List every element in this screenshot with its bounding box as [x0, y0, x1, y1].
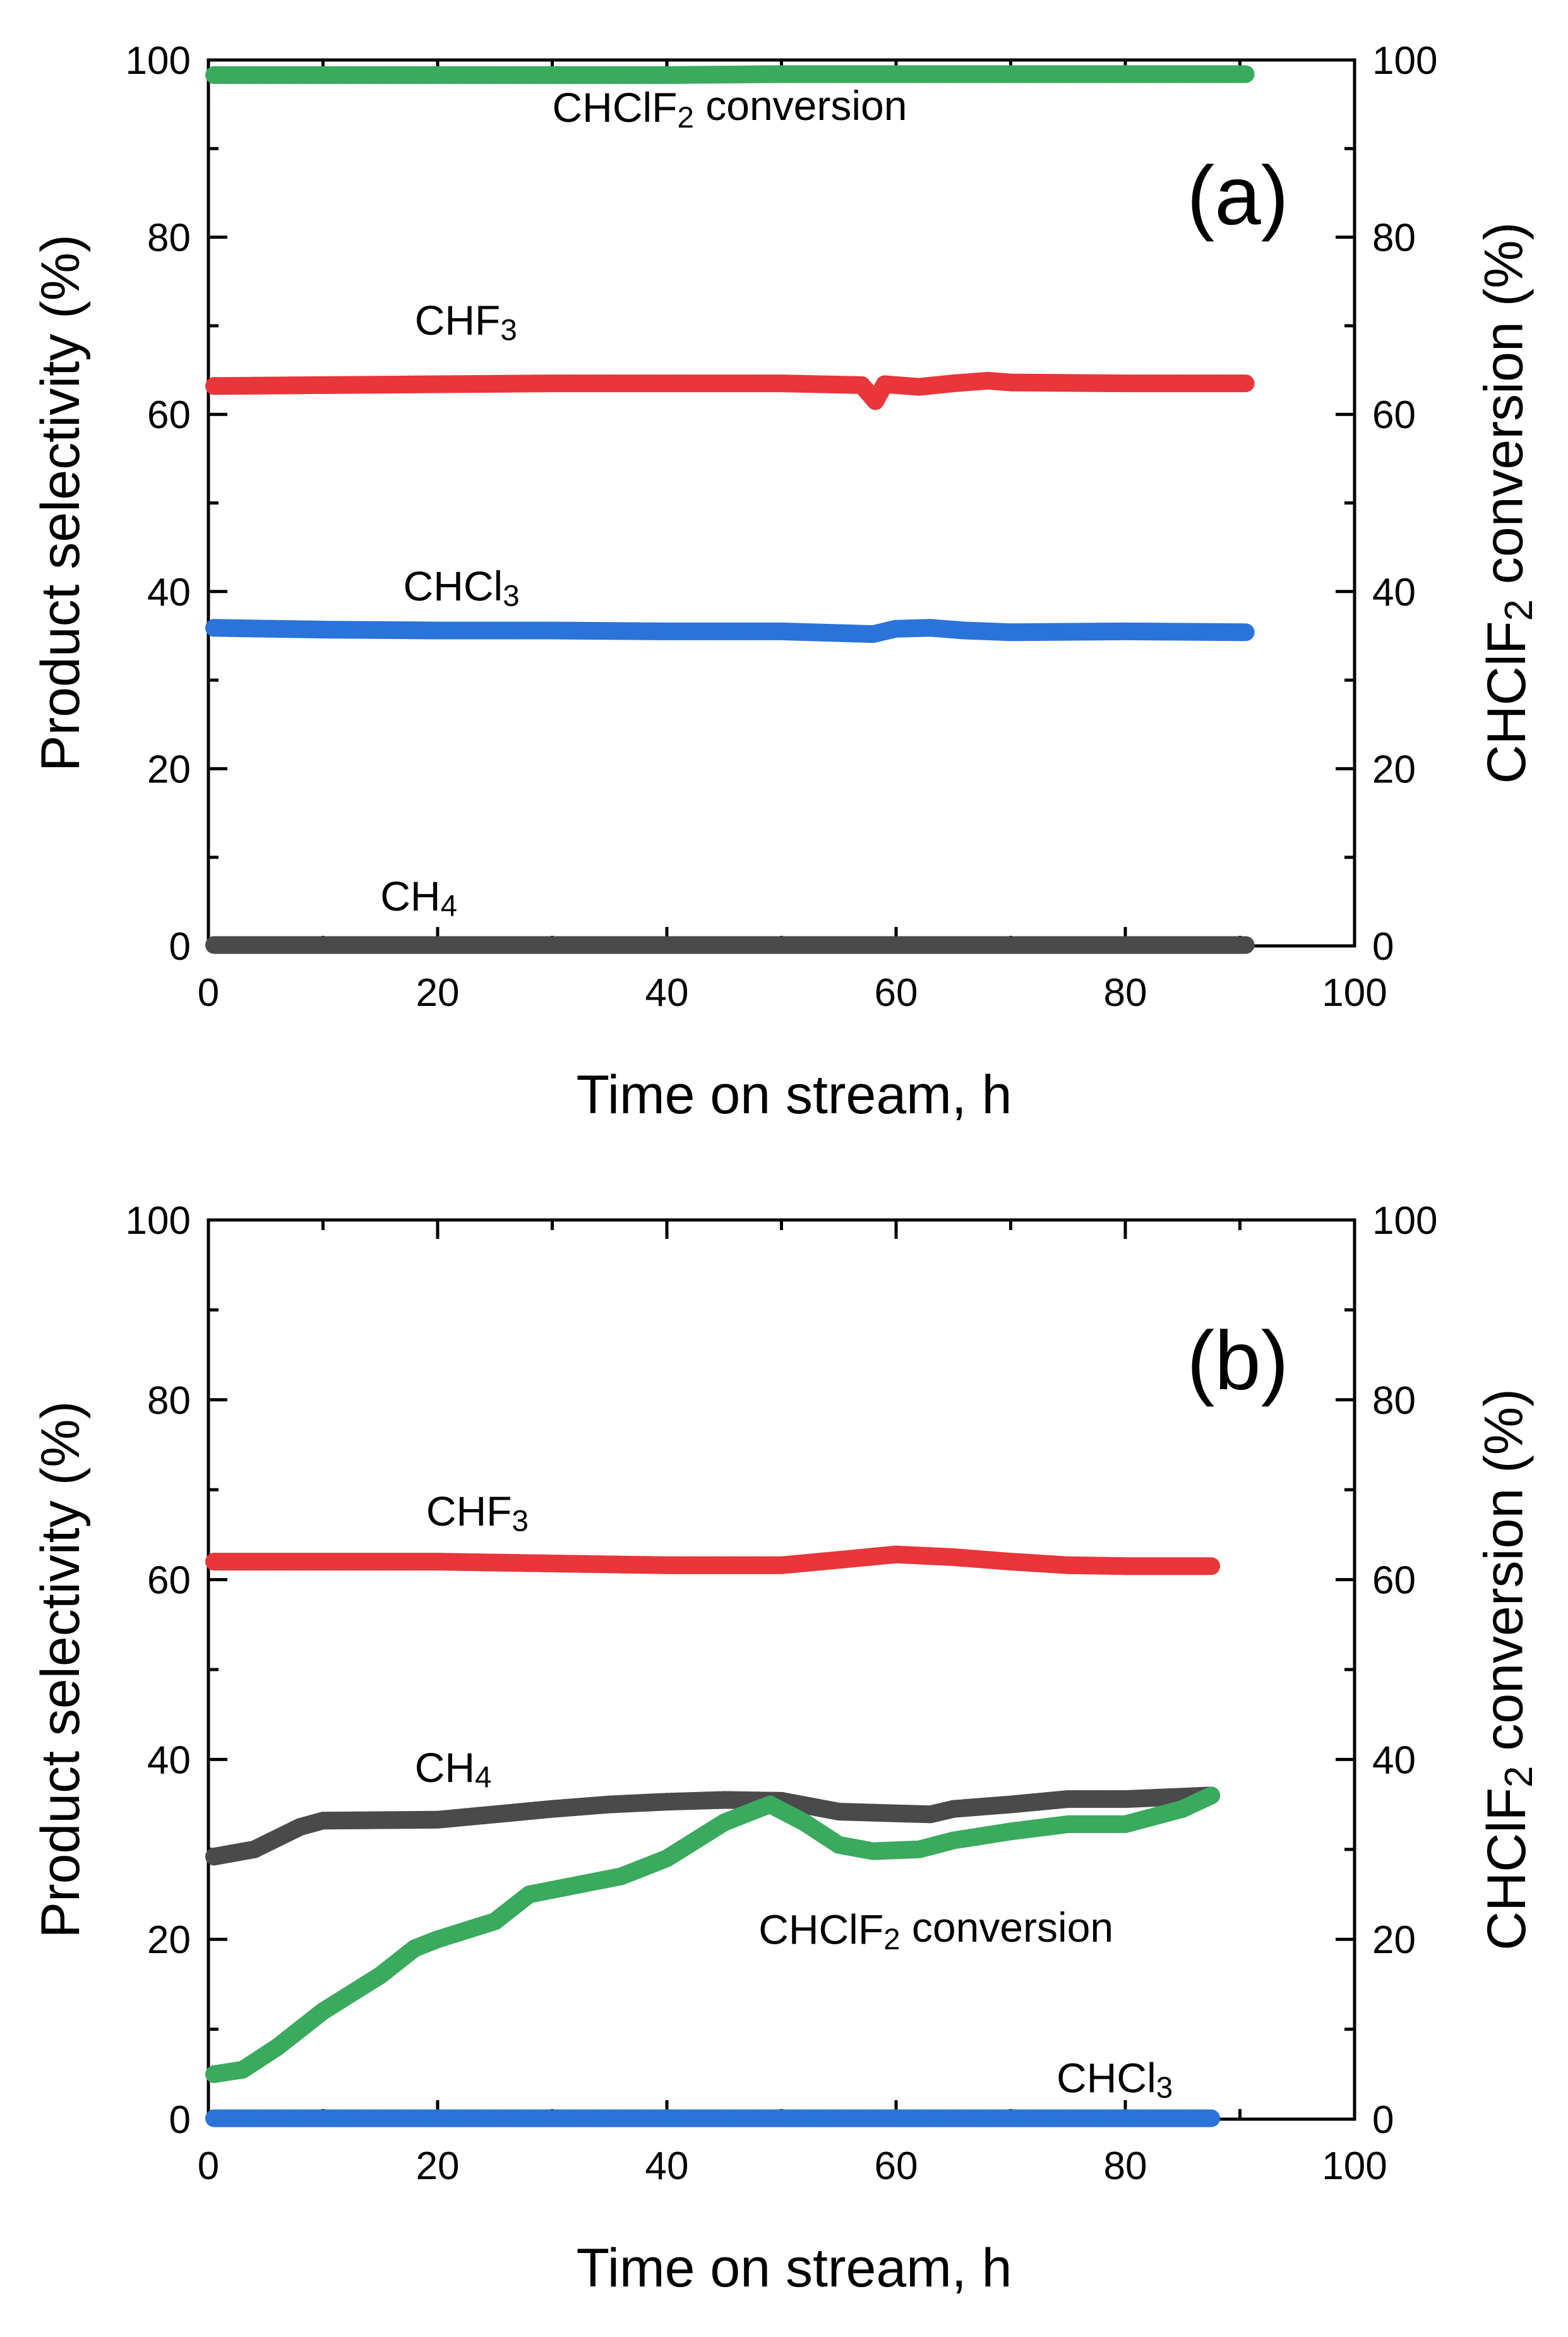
y-tick-label: 0: [169, 925, 191, 969]
y2-tick-label: 20: [1372, 748, 1416, 791]
series-markers-chclf2-conversion: [205, 65, 1249, 84]
series-markers-chclf2-conversion: [205, 1789, 1214, 2083]
y2-tick-label: 80: [1372, 1379, 1416, 1423]
panel-label: (b): [1187, 1314, 1288, 1407]
y-axis-title-right: CHClF2​ conversion (%): [1474, 1389, 1541, 1951]
y2-tick-label: 100: [1372, 39, 1437, 83]
y-tick-label: 100: [126, 39, 191, 83]
x-tick-label: 60: [875, 971, 918, 1015]
series-markers-chcl3: [205, 619, 1249, 643]
data-point: [1231, 936, 1249, 954]
y-tick-label: 60: [147, 1559, 191, 1603]
y-axis-title-left: Product selectivity (%): [30, 1401, 91, 1939]
data-point: [1231, 65, 1249, 83]
x-tick-label: 60: [875, 2144, 918, 2188]
series-markers-chf3: [205, 1545, 1214, 1575]
series-markers-ch4: [205, 1786, 1214, 1866]
x-tick-label: 40: [645, 2144, 689, 2188]
panel-label: (a): [1187, 149, 1288, 242]
y-tick-label: 80: [147, 217, 191, 260]
x-axis-title: Time on stream, h: [577, 1065, 1012, 1125]
data-point: [1197, 2109, 1214, 2127]
series-label-chclf2-conversion: CHClF2​ conversion: [758, 1904, 1113, 1956]
data-point: [1231, 374, 1249, 393]
series-label-chf3: CHF3​: [415, 297, 517, 347]
x-tick-label: 80: [1104, 971, 1147, 1015]
y-axis-title-right: CHClF2​ conversion (%): [1474, 222, 1541, 784]
x-tick-label: 0: [198, 971, 219, 1015]
data-point: [1231, 623, 1249, 642]
series-label-chcl3: CHCl3​: [1056, 2054, 1173, 2105]
series-markers-chf3: [205, 371, 1249, 410]
x-tick-label: 100: [1322, 971, 1387, 1015]
y2-tick-label: 20: [1372, 1918, 1416, 1962]
series-label-chcl3: CHCl3​: [404, 563, 520, 613]
data-point: [1197, 1557, 1214, 1575]
x-tick-label: 40: [645, 971, 689, 1015]
series-label-chclf2-conversion: CHClF2​ conversion: [553, 82, 907, 134]
y2-tick-label: 40: [1372, 571, 1416, 614]
series-label-ch4: CH4​: [380, 873, 457, 923]
plot-frame: [206, 58, 1356, 948]
series-label-ch4: CH4​: [415, 1744, 492, 1795]
data-point: [1197, 1789, 1214, 1807]
x-axis-title: Time on stream, h: [577, 2238, 1012, 2298]
series-markers-ch4: [205, 936, 1249, 954]
y-tick-label: 20: [147, 1918, 191, 1962]
series-markers-chcl3: [205, 2109, 1214, 2127]
x-tick-label: 20: [416, 971, 460, 1015]
y-tick-label: 0: [169, 2098, 191, 2142]
y-tick-label: 40: [147, 571, 191, 614]
y-tick-label: 100: [126, 1199, 191, 1243]
y-tick-label: 40: [147, 1738, 191, 1782]
y-tick-label: 60: [147, 393, 191, 437]
y2-tick-label: 60: [1372, 393, 1416, 437]
x-tick-label: 80: [1104, 2144, 1147, 2188]
y2-tick-label: 0: [1372, 925, 1394, 969]
x-tick-label: 0: [198, 2144, 219, 2188]
series-label-chf3: CHF3​: [426, 1488, 529, 1538]
x-tick-label: 100: [1322, 2144, 1387, 2188]
y2-tick-label: 40: [1372, 1738, 1416, 1782]
y2-tick-label: 100: [1372, 1199, 1437, 1243]
y-axis-title-left: Product selectivity (%): [30, 234, 91, 772]
x-tick-label: 20: [416, 2144, 460, 2188]
y2-tick-label: 80: [1372, 217, 1416, 260]
y2-tick-label: 60: [1372, 1559, 1416, 1603]
y2-tick-label: 0: [1372, 2098, 1394, 2142]
y-tick-label: 80: [147, 1379, 191, 1423]
y-tick-label: 20: [147, 748, 191, 791]
